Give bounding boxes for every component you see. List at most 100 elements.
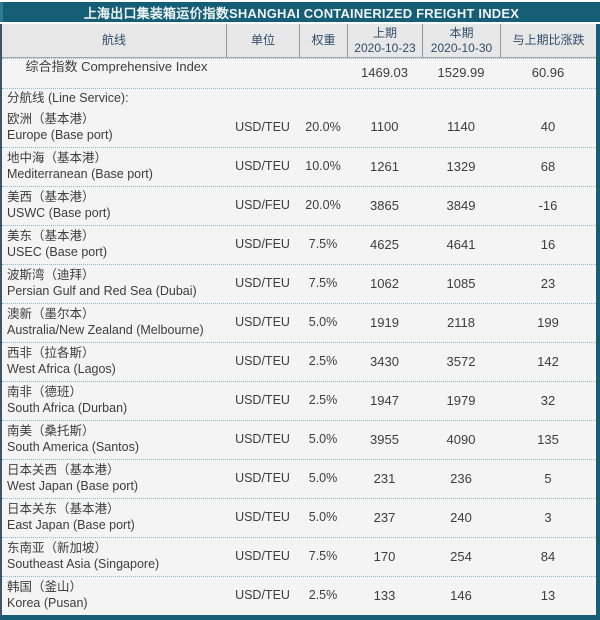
route-name-cn: 韩国（釜山） — [7, 580, 83, 595]
weight-cell: 2.5% — [299, 577, 347, 615]
current-value-cell: 1329 — [422, 148, 500, 186]
table-header-row: 航线 单位 权重 上期 2020-10-23 本期 2020-10-30 与上期… — [2, 24, 596, 58]
service-rows-container: 欧洲（基本港） Europe (Base port) USD/TEU 20.0%… — [2, 108, 596, 615]
previous-value: 1062 — [370, 275, 399, 291]
previous-value-cell: 1947 — [347, 382, 422, 420]
change-value: 13 — [540, 587, 556, 603]
previous-value-cell: 1261 — [347, 148, 422, 186]
route-name-cn: 美东（基本港） — [7, 229, 95, 244]
route-name-en: Europe (Base port) — [7, 127, 113, 142]
weight-cell: 2.5% — [299, 343, 347, 381]
change-value-cell: 16 — [500, 226, 596, 264]
current-value: 4090 — [446, 431, 476, 447]
route-name-en: South America (Santos) — [7, 440, 140, 454]
route-name-en: Southeast Asia (Singapore) — [7, 557, 160, 571]
weight-value: 2.5% — [308, 588, 338, 603]
comprehensive-name: 综合指数 Comprehensive Index — [25, 59, 208, 74]
previous-value-cell: 231 — [347, 460, 422, 498]
unit-cell: USD/TEU — [226, 421, 299, 459]
comprehensive-weight-cell — [299, 59, 347, 88]
change-value-cell: 68 — [500, 148, 596, 186]
route-cell: 欧洲（基本港） Europe (Base port) — [2, 108, 226, 147]
table-row: 波斯湾（迪拜） Persian Gulf and Red Sea (Dubai)… — [2, 264, 596, 303]
current-value: 1140 — [447, 119, 475, 135]
route-name-cn: 欧洲（基本港） — [7, 111, 95, 126]
weight-cell: 7.5% — [299, 265, 347, 303]
current-value-cell: 2118 — [422, 304, 500, 342]
unit-value: USD/TEU — [235, 432, 290, 447]
unit-value: USD/TEU — [235, 159, 290, 174]
route-name-en: Persian Gulf and Red Sea (Dubai) — [7, 284, 197, 298]
table-row: 南美（桑托斯） South America (Santos) USD/TEU 5… — [2, 420, 596, 459]
change-value: 5 — [544, 470, 552, 486]
route-cell: 南美（桑托斯） South America (Santos) — [2, 421, 226, 459]
route-name-en: USEC (Base port) — [7, 245, 108, 259]
change-value: 3 — [544, 509, 552, 525]
change-value: 32 — [540, 392, 556, 408]
header-current-period: 本期 2020-10-30 — [422, 24, 500, 57]
route-cell: 韩国（釜山） Korea (Pusan) — [2, 577, 226, 615]
previous-value-cell: 1100 — [347, 108, 422, 147]
change-value: 68 — [540, 158, 556, 174]
unit-cell: USD/TEU — [226, 538, 299, 576]
table-title: 上海出口集装箱运价指数SHANGHAI CONTAINERIZED FREIGH… — [83, 5, 520, 21]
header-route: 航线 — [2, 24, 226, 57]
weight-value: 10.0% — [305, 159, 341, 174]
unit-value: USD/TEU — [235, 471, 290, 486]
weight-value: 7.5% — [308, 276, 338, 291]
change-value-cell: 84 — [500, 538, 596, 576]
route-cell: 澳新（墨尔本） Australia/New Zealand (Melbourne… — [2, 304, 226, 342]
previous-value: 133 — [373, 587, 396, 603]
unit-value: USD/TEU — [235, 510, 290, 525]
current-value: 146 — [450, 587, 472, 603]
comprehensive-change-value: 60.96 — [531, 65, 565, 81]
header-current-date: 2020-10-30 — [430, 40, 493, 55]
table-row: 东南亚（新加坡） Southeast Asia (Singapore) USD/… — [2, 537, 596, 576]
previous-value: 3430 — [370, 353, 399, 369]
unit-cell: USD/TEU — [226, 499, 299, 537]
current-value: 2118 — [447, 314, 475, 330]
current-value-cell: 4090 — [422, 421, 500, 459]
route-cell: 日本关东（基本港） East Japan (Base port) — [2, 499, 226, 537]
current-value: 1979 — [446, 392, 476, 408]
unit-value: USD/TEU — [235, 119, 290, 134]
weight-cell: 10.0% — [299, 148, 347, 186]
route-cell: 美西（基本港） USWC (Base port) — [2, 187, 226, 225]
weight-cell: 2.5% — [299, 382, 347, 420]
route-cell: 美东（基本港） USEC (Base port) — [2, 226, 226, 264]
previous-value-cell: 3955 — [347, 421, 422, 459]
unit-value: USD/FEU — [235, 237, 290, 252]
unit-value: USD/TEU — [235, 549, 290, 564]
route-cell: 日本关西（基本港） West Japan (Base port) — [2, 460, 226, 498]
weight-cell: 5.0% — [299, 499, 347, 537]
table-row: 南非（德班） South Africa (Durban) USD/TEU 2.5… — [2, 381, 596, 420]
current-value-cell: 240 — [422, 499, 500, 537]
table-row: 日本关东（基本港） East Japan (Base port) USD/TEU… — [2, 498, 596, 537]
previous-value-cell: 1062 — [347, 265, 422, 303]
unit-cell: USD/TEU — [226, 108, 299, 147]
unit-value: USD/TEU — [235, 354, 290, 369]
header-change: 与上期比涨跌 — [500, 24, 596, 57]
comprehensive-name-cell: 综合指数 Comprehensive Index — [2, 59, 226, 88]
route-name-cn: 日本关东（基本港） — [7, 502, 120, 517]
current-value-cell: 1979 — [422, 382, 500, 420]
header-current-label: 本期 — [449, 26, 474, 41]
previous-value-cell: 3865 — [347, 187, 422, 225]
weight-cell: 20.0% — [299, 108, 347, 147]
weight-cell: 5.0% — [299, 460, 347, 498]
line-service-section-row: 分航线 (Line Service): — [2, 88, 596, 108]
previous-value: 1261 — [370, 158, 399, 174]
unit-cell: USD/TEU — [226, 460, 299, 498]
current-value-cell: 1140 — [422, 108, 500, 147]
previous-value-cell: 3430 — [347, 343, 422, 381]
change-value: 142 — [537, 353, 559, 369]
previous-value-cell: 133 — [347, 577, 422, 615]
route-name-en: South Africa (Durban) — [7, 401, 128, 415]
change-value: 40 — [540, 119, 556, 135]
current-value-cell: 146 — [422, 577, 500, 615]
route-cell: 波斯湾（迪拜） Persian Gulf and Red Sea (Dubai) — [2, 265, 226, 303]
previous-value: 231 — [373, 470, 396, 486]
header-change-label: 与上期比涨跌 — [512, 33, 585, 48]
header-route-label: 航线 — [101, 33, 126, 48]
